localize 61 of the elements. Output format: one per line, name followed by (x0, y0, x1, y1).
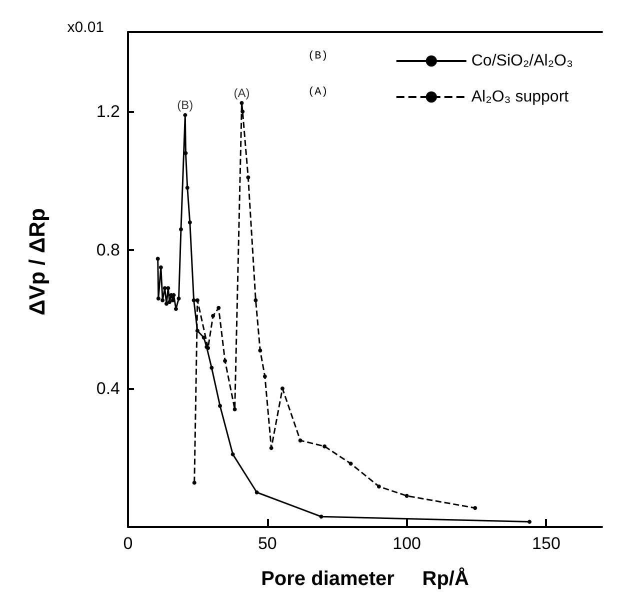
x-tick-label: 0 (123, 534, 133, 553)
point (223, 358, 228, 363)
legend-label: Co/SiO₂/Al₂O₃ (471, 52, 573, 70)
point (160, 298, 165, 302)
y-axis-title: ΔVp / ΔRp (24, 208, 50, 316)
point (168, 300, 172, 304)
point (232, 407, 237, 412)
point (280, 386, 284, 391)
legend-label: Al₂O₃ support (471, 88, 570, 106)
point (240, 100, 244, 105)
point (258, 348, 262, 352)
point (192, 298, 196, 302)
point (158, 265, 163, 270)
point (298, 438, 302, 442)
point (156, 256, 160, 261)
x-axis-title: Pore diameter Rp/Å (261, 567, 469, 590)
point (322, 444, 327, 448)
point (164, 302, 168, 306)
annotation: (B) (308, 50, 328, 62)
point (176, 296, 181, 301)
y-tick-label: 1.2 (96, 102, 120, 122)
point (473, 506, 478, 510)
point (528, 520, 532, 524)
point (195, 298, 200, 302)
point (230, 452, 235, 456)
point (211, 314, 216, 318)
point (178, 227, 183, 232)
point (162, 286, 167, 290)
point (188, 220, 192, 224)
point (166, 286, 170, 290)
point (210, 366, 214, 370)
x-tick-label: 100 (392, 534, 422, 553)
annotation: (A) (234, 86, 250, 100)
point (183, 113, 188, 118)
point (170, 298, 175, 302)
annotation: (B) (177, 98, 194, 112)
point (262, 374, 267, 378)
x-tick-label: 50 (258, 534, 277, 553)
x-tick-label: 150 (532, 534, 560, 553)
point (185, 186, 190, 190)
point (246, 175, 250, 180)
point (216, 306, 221, 310)
point (269, 446, 274, 450)
point (254, 490, 259, 494)
point (192, 480, 196, 485)
point (218, 404, 222, 408)
point (156, 296, 160, 301)
point (254, 298, 258, 302)
point (376, 484, 381, 488)
point (195, 328, 200, 333)
point (174, 306, 178, 311)
point (240, 110, 245, 114)
point (348, 462, 353, 466)
point (202, 336, 206, 340)
point (404, 494, 409, 498)
annotation: (A) (308, 86, 328, 98)
y-tick-label: 0.8 (96, 240, 120, 260)
point (184, 151, 188, 156)
y-tick-label: 0.4 (96, 379, 120, 398)
point (319, 514, 324, 519)
text: x0.01 (67, 19, 104, 36)
